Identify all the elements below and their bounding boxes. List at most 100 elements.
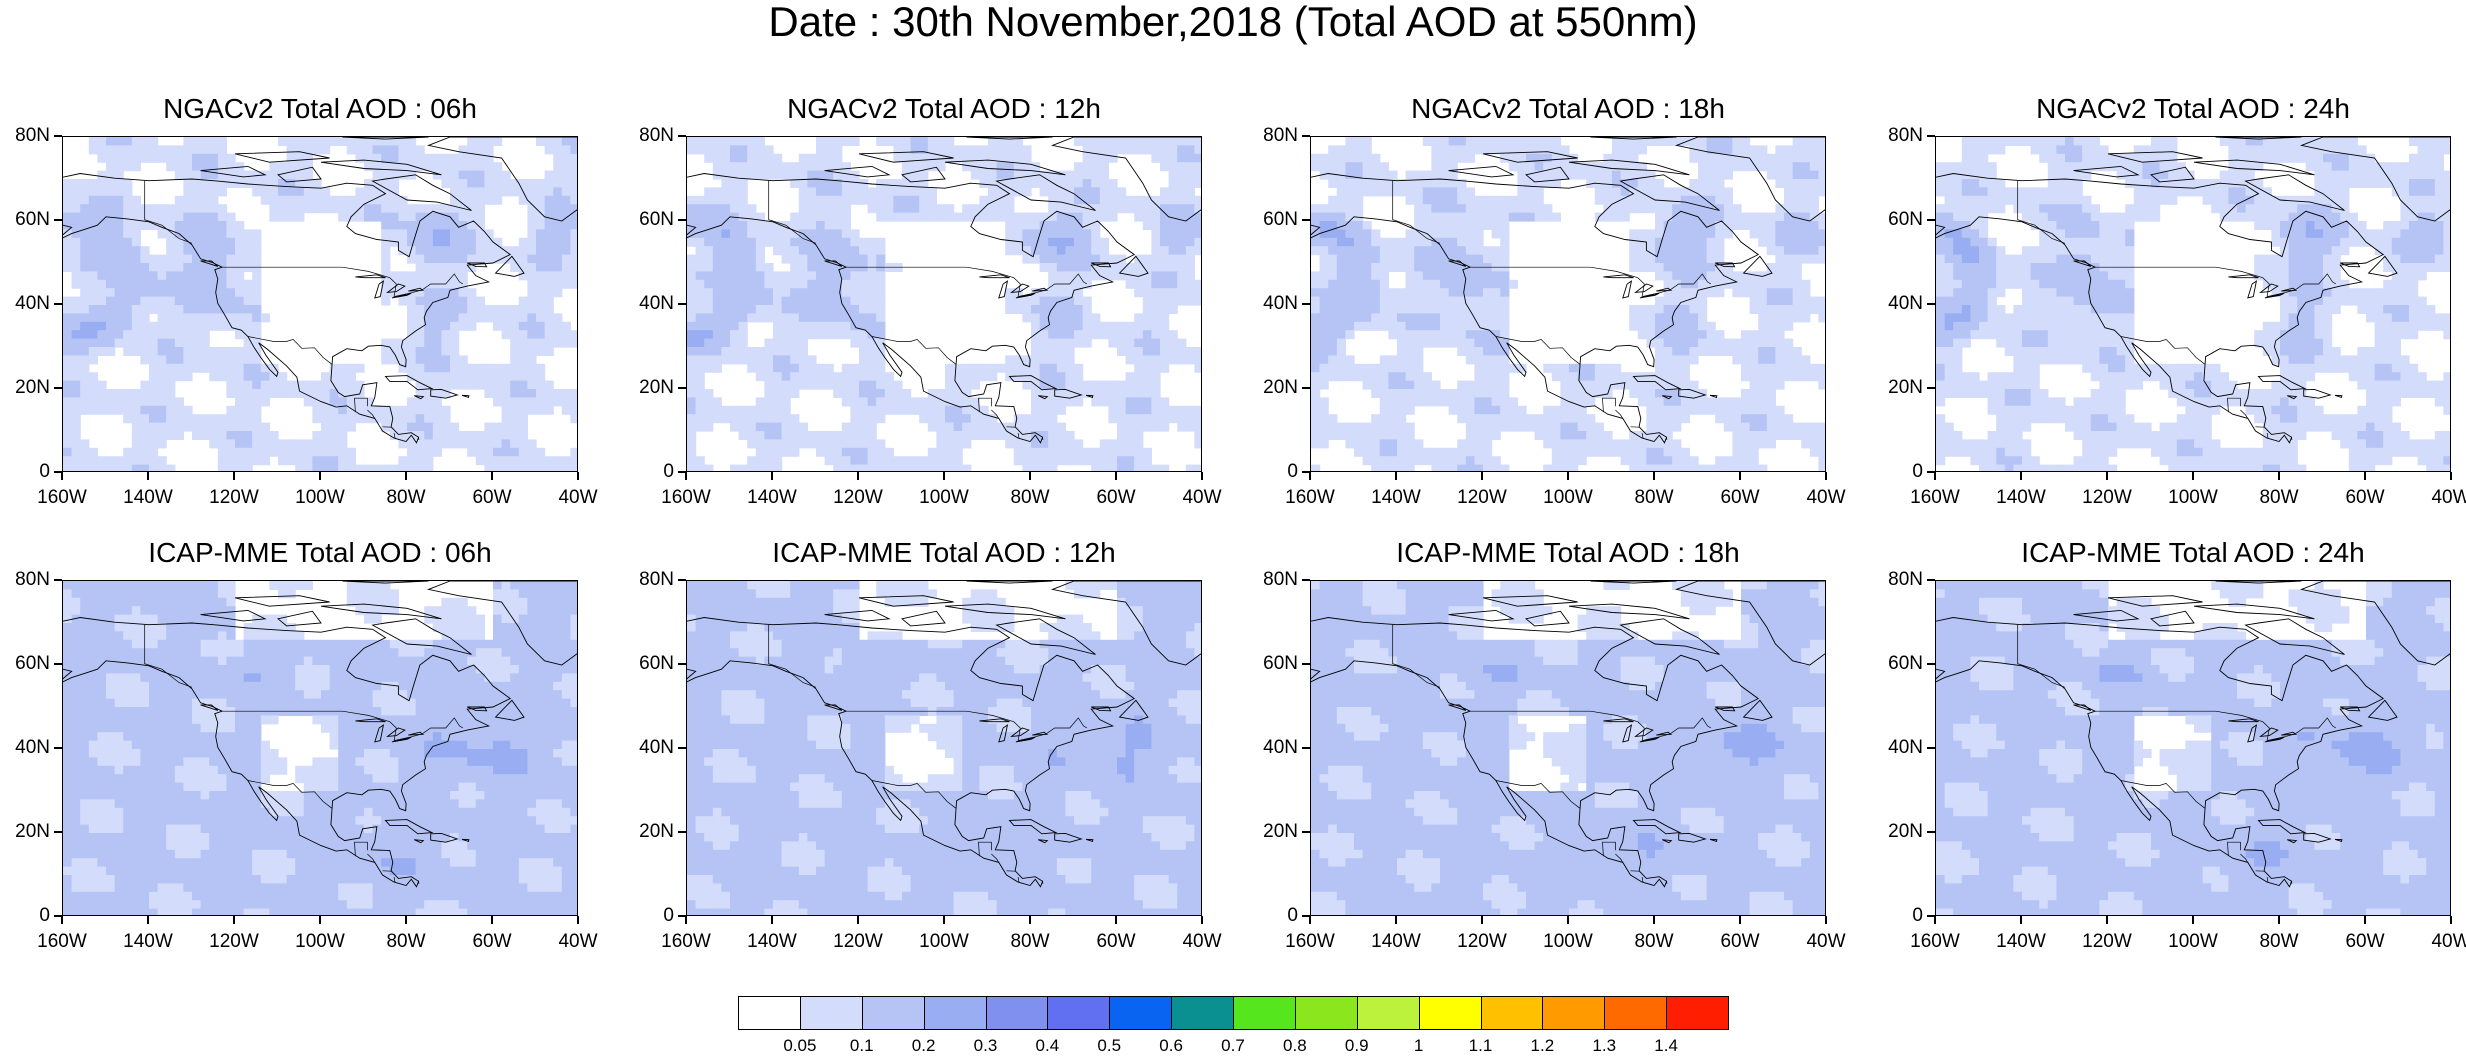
country-border [1665, 436, 1668, 440]
lon-tick-label: 60W [472, 487, 512, 508]
coastline [1678, 832, 1707, 843]
coastline [2281, 731, 2298, 736]
lon-tick-mark [1309, 472, 1311, 480]
panel-title: NGACv2 Total AOD : 24h [2036, 93, 2350, 124]
coastline [234, 151, 330, 163]
lon-tick-mark [2450, 916, 2452, 924]
lon-tick-mark [1567, 916, 1569, 924]
coastline [414, 839, 425, 844]
coastline [1568, 603, 1690, 620]
lon-tick-mark [1481, 916, 1483, 924]
coastline [2264, 736, 2285, 743]
coastline [1742, 255, 1773, 277]
coastline [1448, 165, 1515, 178]
coastline [1032, 731, 1049, 736]
coastline [1634, 727, 1654, 737]
colorbar-swatch [799, 996, 863, 1030]
lat-tick-label: 60N [1263, 653, 1298, 674]
lon-tick-label: 80W [1010, 487, 1050, 508]
lon-tick-mark [2192, 472, 2194, 480]
coastline [408, 287, 425, 292]
lat-tick-label: 0 [1287, 905, 1298, 926]
coastlines [63, 137, 577, 444]
coastline [1311, 173, 1760, 444]
lon-tick-mark [405, 472, 407, 480]
lat-tick-label: 80N [1888, 569, 1923, 590]
coastline [426, 581, 577, 666]
lon-tick-mark [147, 916, 149, 924]
country-border [2017, 624, 2066, 688]
coastline [2247, 724, 2258, 743]
country-border [768, 180, 817, 244]
coastline [320, 159, 442, 176]
coastline [374, 724, 385, 743]
coastline [1482, 151, 1578, 163]
coastline [234, 595, 330, 607]
lon-tick-label: 140W [747, 931, 797, 952]
lat-tick-mark [678, 387, 686, 389]
lat-tick-label: 60N [15, 209, 50, 230]
colorbar-level-label: 1.4 [1654, 1036, 1678, 1055]
coastline [966, 137, 1053, 140]
coastline [2367, 699, 2398, 721]
lat-tick-mark [678, 303, 686, 305]
country-border [2290, 436, 2293, 440]
coastline [430, 388, 459, 399]
lon-tick-label: 140W [1996, 931, 2046, 952]
coastline [998, 280, 1009, 299]
aod-shading [1311, 137, 1825, 471]
lon-tick-mark [771, 472, 773, 480]
coastline [2303, 388, 2332, 399]
country-border [367, 853, 376, 863]
coastline [1936, 617, 2385, 888]
lat-tick-mark [678, 471, 686, 473]
lon-tick-mark [2450, 472, 2452, 480]
coastline [2228, 274, 2259, 279]
colorbar-level-label: 0.5 [1097, 1036, 1122, 1055]
lat-tick-label: 20N [639, 377, 674, 398]
coastline [1603, 718, 1634, 723]
lat-tick-label: 20N [1263, 821, 1298, 842]
lat-tick-mark [1927, 831, 1935, 833]
colorbar-swatch [1604, 996, 1668, 1030]
coastline [1656, 287, 1673, 292]
country-border [2227, 841, 2241, 857]
country-border [393, 433, 396, 439]
lon-tick-mark [1934, 916, 1936, 924]
lat-tick-label: 40N [15, 737, 50, 758]
coastline [461, 394, 470, 398]
coastline [391, 292, 412, 299]
lat-tick-label: 20N [1263, 377, 1298, 398]
lat-tick-label: 40N [1263, 293, 1298, 314]
coastline [1118, 699, 1149, 721]
lon-tick-label: 120W [2082, 487, 2132, 508]
country-border [1469, 266, 1712, 298]
lat-tick-label: 0 [39, 461, 50, 482]
lon-tick-mark [577, 472, 579, 480]
coastline [1632, 819, 1682, 835]
lat-tick-label: 0 [663, 461, 674, 482]
lon-tick-mark [2278, 472, 2280, 480]
coastline [2073, 165, 2140, 178]
lat-tick-mark [1302, 135, 1310, 137]
coastline [901, 610, 946, 627]
lon-tick-mark [1029, 916, 1031, 924]
coastlines [1311, 137, 1825, 444]
lon-tick-label: 60W [472, 931, 512, 952]
country-border [2227, 397, 2241, 413]
aod-map [687, 137, 1201, 471]
coastline [355, 718, 386, 723]
coastline [944, 159, 1066, 176]
panel-title: ICAP-MME Total AOD : 06h [148, 537, 492, 568]
lat-tick-mark [1927, 747, 1935, 749]
coastline [1709, 838, 1718, 842]
panel-title: NGACv2 Total AOD : 06h [163, 93, 477, 124]
aod-shading [687, 137, 1201, 471]
colorbar-swatch [1542, 996, 1606, 1030]
coastline [1448, 609, 1515, 622]
lon-tick-mark [1739, 472, 1741, 480]
coastline [2287, 839, 2298, 844]
coastline [408, 731, 425, 736]
lon-tick-mark [61, 916, 63, 924]
lon-tick-mark [319, 472, 321, 480]
